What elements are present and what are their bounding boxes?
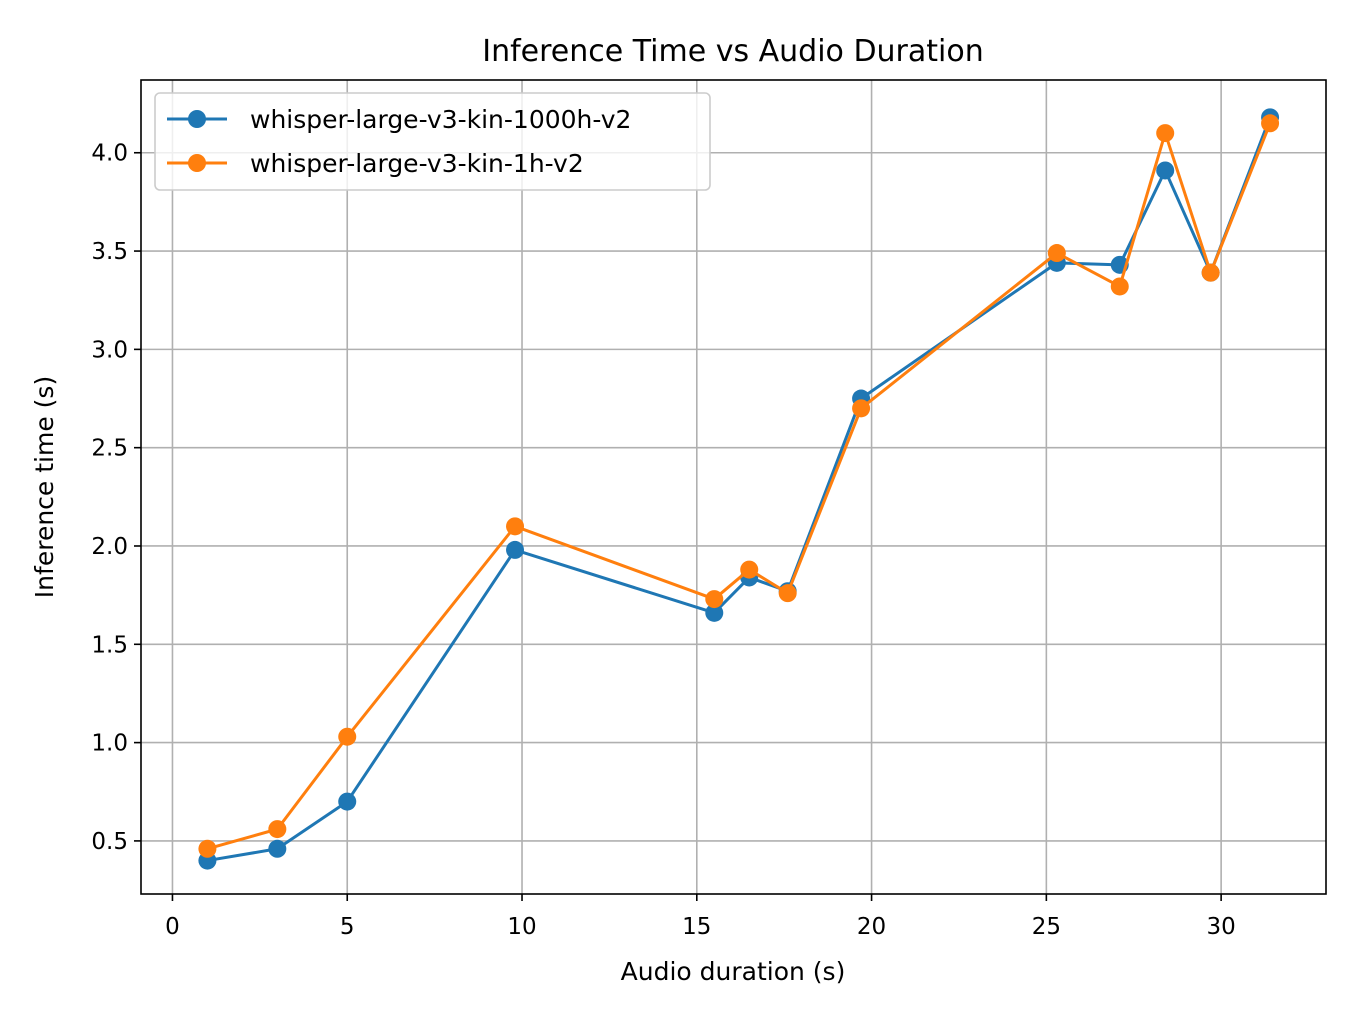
data-point xyxy=(1156,161,1175,180)
x-tick-label: 30 xyxy=(1206,914,1235,940)
data-point xyxy=(1261,114,1280,133)
data-point xyxy=(506,540,525,559)
data-point xyxy=(268,820,287,839)
y-tick-label: 0.5 xyxy=(91,829,128,855)
legend-label: whisper-large-v3-kin-1000h-v2 xyxy=(250,105,631,134)
x-tick-label: 15 xyxy=(682,914,711,940)
chart-title: Inference Time vs Audio Duration xyxy=(482,34,984,69)
y-tick-label: 1.5 xyxy=(91,632,128,658)
data-point xyxy=(705,590,724,609)
y-tick-label: 2.5 xyxy=(91,436,128,462)
series-layer xyxy=(198,108,1280,870)
data-point xyxy=(852,399,871,418)
data-point xyxy=(778,584,797,603)
series-2 xyxy=(198,114,1280,858)
data-point xyxy=(198,839,217,858)
x-tick-label: 10 xyxy=(507,914,536,940)
x-tick-label: 5 xyxy=(340,914,355,940)
ticks: 0 5 10 15 20 25 30 0.5 1.0 1.5 2.0 2.5 3.0 3.5 4.0 xyxy=(91,141,1235,940)
y-tick-label: 2.0 xyxy=(91,534,128,560)
x-axis-label: Audio duration (s) xyxy=(621,957,846,986)
legend-marker xyxy=(188,110,206,128)
y-tick-label: 1.0 xyxy=(91,731,128,757)
y-axis-label: Inference time (s) xyxy=(30,376,59,598)
x-tick-label: 0 xyxy=(165,914,180,940)
y-tick-label: 4.0 xyxy=(91,141,128,167)
legend: whisper-large-v3-kin-1000h-v2 whisper-lar… xyxy=(154,92,711,191)
data-point xyxy=(740,560,759,579)
data-point xyxy=(1156,124,1175,143)
data-point xyxy=(338,727,357,746)
data-point xyxy=(506,517,525,536)
x-tick-label: 20 xyxy=(857,914,886,940)
data-point xyxy=(705,603,724,622)
y-tick-label: 3.0 xyxy=(91,337,128,363)
grid xyxy=(141,80,1326,894)
data-point xyxy=(268,839,287,858)
axes-frame xyxy=(140,79,1327,895)
legend-box xyxy=(154,92,711,191)
x-tick-label: 25 xyxy=(1032,914,1061,940)
data-point xyxy=(1047,244,1066,263)
legend-label: whisper-large-v3-kin-1h-v2 xyxy=(250,149,584,178)
data-point xyxy=(338,792,357,811)
data-point xyxy=(1110,277,1129,296)
legend-marker xyxy=(188,154,206,172)
data-point xyxy=(1201,263,1220,282)
y-tick-label: 3.5 xyxy=(91,239,128,265)
